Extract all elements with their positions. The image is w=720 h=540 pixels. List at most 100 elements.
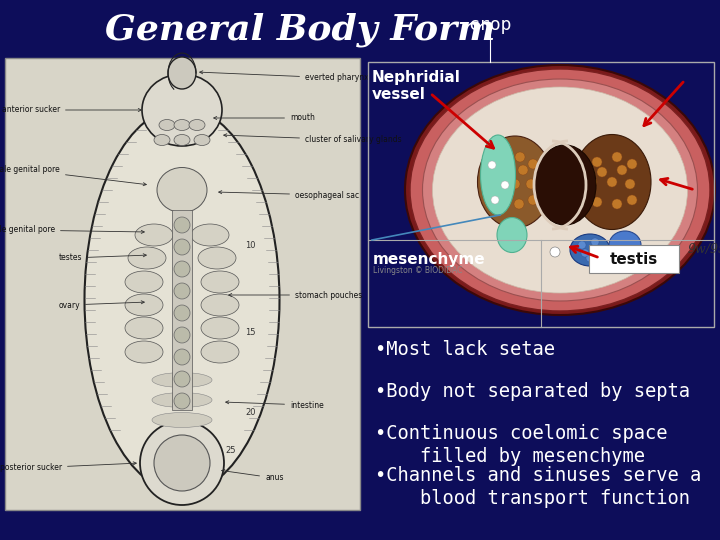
Text: 9w/95: 9w/95 — [688, 243, 720, 256]
Ellipse shape — [125, 271, 163, 293]
Text: 20: 20 — [245, 408, 256, 417]
Ellipse shape — [152, 393, 212, 408]
Text: cluster of salivary glands: cluster of salivary glands — [224, 134, 402, 145]
Ellipse shape — [609, 231, 641, 259]
Ellipse shape — [191, 224, 229, 246]
Text: anus: anus — [222, 469, 284, 483]
Ellipse shape — [423, 79, 698, 301]
Ellipse shape — [534, 145, 596, 225]
Ellipse shape — [128, 247, 166, 269]
Ellipse shape — [433, 87, 688, 293]
Circle shape — [488, 161, 496, 169]
Circle shape — [578, 241, 586, 249]
Bar — [5, 58, 360, 510]
Circle shape — [627, 159, 637, 169]
Ellipse shape — [201, 271, 239, 293]
Ellipse shape — [570, 234, 610, 266]
Circle shape — [174, 217, 190, 233]
Circle shape — [140, 421, 224, 505]
Circle shape — [597, 167, 607, 177]
Text: 15: 15 — [245, 328, 256, 337]
Text: •Channels and sinuses serve a
    blood transport function: •Channels and sinuses serve a blood tran… — [375, 466, 701, 509]
Circle shape — [174, 283, 190, 299]
Circle shape — [174, 327, 190, 343]
Circle shape — [174, 261, 190, 277]
Ellipse shape — [84, 107, 279, 492]
Ellipse shape — [174, 119, 190, 131]
Ellipse shape — [152, 413, 212, 428]
Circle shape — [591, 238, 599, 246]
Text: •Most lack setae: •Most lack setae — [375, 340, 555, 359]
Ellipse shape — [194, 134, 210, 145]
Text: intestine: intestine — [225, 401, 324, 409]
Ellipse shape — [135, 224, 173, 246]
Circle shape — [491, 196, 499, 204]
Circle shape — [587, 177, 597, 187]
Circle shape — [174, 349, 190, 365]
Circle shape — [492, 177, 502, 187]
Text: testes: testes — [58, 253, 146, 262]
Circle shape — [526, 179, 536, 189]
Text: Livingston © BIODIDAC: Livingston © BIODIDAC — [373, 266, 462, 275]
Circle shape — [592, 197, 602, 207]
Circle shape — [607, 177, 617, 187]
Ellipse shape — [198, 247, 236, 269]
Text: mesenchyme: mesenchyme — [373, 252, 485, 267]
Circle shape — [502, 167, 512, 177]
Circle shape — [174, 371, 190, 387]
Circle shape — [528, 195, 538, 205]
Circle shape — [612, 199, 622, 209]
Ellipse shape — [125, 294, 163, 316]
Ellipse shape — [174, 134, 190, 145]
Ellipse shape — [168, 57, 196, 89]
Circle shape — [501, 181, 509, 189]
Text: ovary: ovary — [58, 300, 144, 309]
Circle shape — [174, 305, 190, 321]
Ellipse shape — [142, 74, 222, 146]
Text: 10: 10 — [245, 241, 256, 250]
Circle shape — [174, 393, 190, 409]
Text: stomach pouches: stomach pouches — [229, 291, 362, 300]
Circle shape — [496, 197, 506, 207]
Ellipse shape — [125, 341, 163, 363]
Ellipse shape — [405, 65, 715, 315]
Circle shape — [612, 152, 622, 162]
Circle shape — [581, 249, 589, 257]
Text: mouth: mouth — [214, 113, 315, 123]
Circle shape — [514, 199, 524, 209]
Circle shape — [617, 165, 627, 175]
Ellipse shape — [410, 69, 710, 311]
Bar — [368, 62, 714, 327]
Text: General Body Form: General Body Form — [105, 13, 495, 47]
Circle shape — [550, 247, 560, 257]
Text: 25: 25 — [225, 446, 235, 455]
Ellipse shape — [201, 317, 239, 339]
Circle shape — [495, 157, 505, 167]
Text: everted pharynx: everted pharynx — [199, 71, 369, 83]
Ellipse shape — [477, 136, 552, 228]
Text: anterior sucker: anterior sucker — [1, 105, 141, 114]
Circle shape — [528, 159, 538, 169]
Text: testis: testis — [610, 252, 658, 267]
Text: oesophageal sac: oesophageal sac — [219, 191, 359, 199]
Text: male genital pore: male genital pore — [0, 165, 146, 186]
Circle shape — [515, 152, 525, 162]
Ellipse shape — [201, 341, 239, 363]
Ellipse shape — [497, 218, 527, 253]
Text: •Continuous coelomic space
    filled by mesenchyme: •Continuous coelomic space filled by mes… — [375, 424, 667, 467]
Circle shape — [625, 179, 635, 189]
Circle shape — [592, 157, 602, 167]
Ellipse shape — [152, 373, 212, 388]
Circle shape — [154, 435, 210, 491]
Ellipse shape — [154, 134, 170, 145]
Ellipse shape — [125, 317, 163, 339]
Ellipse shape — [573, 134, 651, 230]
Text: •Body not separated by septa: •Body not separated by septa — [375, 382, 690, 401]
Circle shape — [518, 165, 528, 175]
Ellipse shape — [159, 119, 175, 131]
Text: crop: crop — [468, 16, 512, 34]
Circle shape — [174, 239, 190, 255]
Ellipse shape — [480, 135, 516, 215]
Ellipse shape — [157, 167, 207, 213]
Ellipse shape — [189, 119, 205, 131]
